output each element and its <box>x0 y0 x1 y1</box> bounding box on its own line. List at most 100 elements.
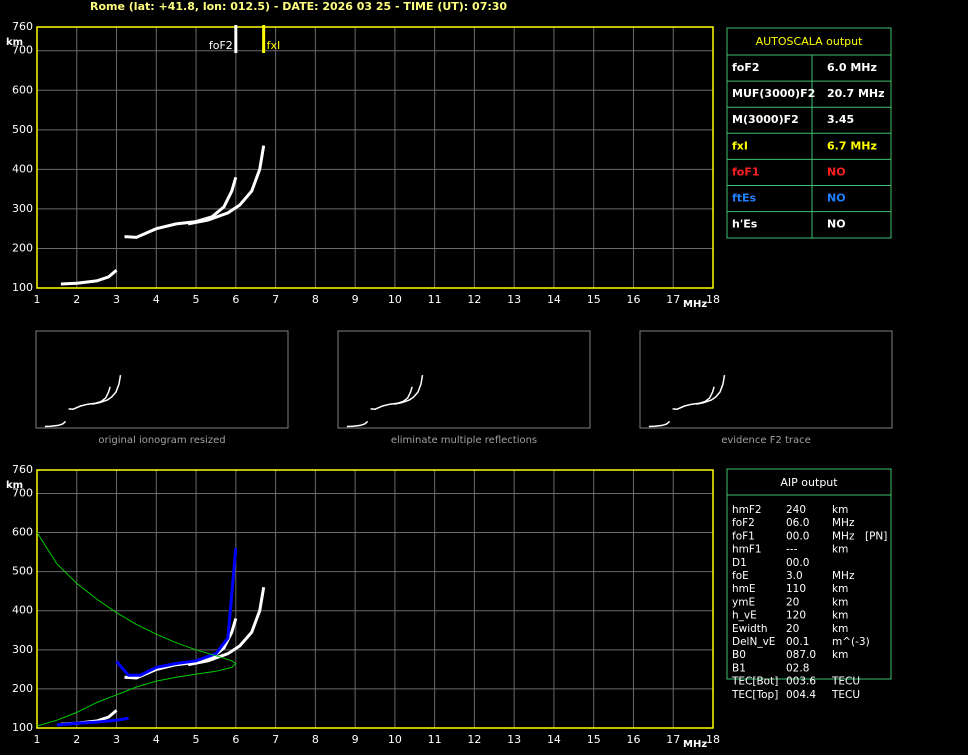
autoscala-value: 6.7 MHz <box>827 139 877 152</box>
x-tick-label: 13 <box>507 733 521 746</box>
y-tick-label: 300 <box>12 643 33 656</box>
aip-cell: 00.0 <box>786 557 809 569</box>
aip-cell: MHz <box>832 517 855 529</box>
aip-title: AIP output <box>780 476 838 489</box>
aip-cell: 004.4 <box>786 689 816 701</box>
thumbnail-caption: eliminate multiple reflections <box>391 435 537 446</box>
aip-cell: ymE <box>732 596 755 608</box>
y-tick-label: 600 <box>12 526 33 539</box>
thumbnail-frame <box>337 330 591 429</box>
x-tick-label: 9 <box>352 733 359 746</box>
x-tick-label: 17 <box>666 293 680 306</box>
x-tick-label: 4 <box>153 293 160 306</box>
autoscala-label: fxI <box>732 139 748 152</box>
aip-cell: TEC[Top] <box>731 689 778 701</box>
trace <box>394 374 424 405</box>
aip-cell: TEC[Bot] <box>731 676 778 688</box>
x-tick-label: 3 <box>113 293 120 306</box>
autoscala-label: MUF(3000)F2 <box>732 87 815 100</box>
autoscala-label: foF1 <box>732 165 760 178</box>
y-tick-label: 400 <box>12 162 33 175</box>
aip-cell: 240 <box>786 504 806 516</box>
trace <box>187 145 266 226</box>
x-tick-label: 10 <box>388 733 402 746</box>
aip-cell: 00.1 <box>786 636 809 648</box>
x-tick-label: 12 <box>467 293 481 306</box>
y-tick-label: 100 <box>12 721 33 734</box>
x-tick-label: 5 <box>193 293 200 306</box>
x-tick-label: 6 <box>232 293 239 306</box>
y-tick-label: 760 <box>12 20 33 33</box>
trace <box>124 176 238 239</box>
x-tick-label: 17 <box>666 733 680 746</box>
aip-box <box>726 468 892 680</box>
aip-cell: B1 <box>732 662 746 674</box>
trace <box>36 532 237 727</box>
trace <box>115 548 238 677</box>
x-tick-label: 16 <box>626 293 640 306</box>
trace <box>56 716 129 727</box>
autoscala-value: NO <box>827 165 846 178</box>
header-title: Rome (lat: +41.8, lon: 012.5) - DATE: 20… <box>90 0 507 13</box>
autoscala-label: M(3000)F2 <box>732 113 799 126</box>
y-tick-label: 100 <box>12 281 33 294</box>
aip-cell: 087.0 <box>786 649 816 661</box>
aip-cell: 00.0 <box>786 530 809 542</box>
x-tick-label: 1 <box>34 293 41 306</box>
x-tick-label: 15 <box>587 733 601 746</box>
aip-cell: 06.0 <box>786 517 809 529</box>
aip-cell: 20 <box>786 596 799 608</box>
x-tick-label: 7 <box>272 733 279 746</box>
aip-cell: km <box>832 583 848 595</box>
x-tick-label: 18 <box>706 293 720 306</box>
y-tick-label: 700 <box>12 44 33 57</box>
aip-cell: 003.6 <box>786 676 816 688</box>
thumbnail-frame <box>35 330 289 429</box>
plot-frame <box>36 26 714 289</box>
aip-cell: TECU <box>831 676 860 688</box>
x-tick-label: 14 <box>547 733 561 746</box>
aip-cell: DelN_vE <box>732 636 775 648</box>
x-tick-label: 8 <box>312 733 319 746</box>
marker-label: foF2 <box>209 39 233 52</box>
y-tick-label: 300 <box>12 202 33 215</box>
aip-cell: km <box>832 610 848 622</box>
y-tick-label: 760 <box>12 463 33 476</box>
aip-cell: km <box>832 504 848 516</box>
y-tick-label: 700 <box>12 486 33 499</box>
autoscala-value: 3.45 <box>827 113 854 126</box>
x-tick-label: 2 <box>73 733 80 746</box>
x-axis-label: MHz <box>683 739 707 750</box>
trace <box>696 374 726 405</box>
x-tick-label: 3 <box>113 733 120 746</box>
aip-cell: MHz <box>832 570 855 582</box>
aip-cell: km <box>832 544 848 556</box>
x-tick-label: 15 <box>587 293 601 306</box>
x-tick-label: 16 <box>626 733 640 746</box>
aip-cell: --- <box>786 544 798 556</box>
trace <box>92 374 122 405</box>
thumbnail-frame <box>639 330 893 429</box>
aip-cell: km <box>832 596 848 608</box>
y-tick-label: 500 <box>12 123 33 136</box>
aip-cell: hmF1 <box>732 544 762 556</box>
thumbnail-caption: original ionogram resized <box>98 435 225 446</box>
autoscala-label: h'Es <box>732 218 758 231</box>
x-axis-label: MHz <box>683 299 707 310</box>
marker-label: fxI <box>267 39 281 52</box>
y-tick-label: 400 <box>12 604 33 617</box>
y-tick-label: 200 <box>12 682 33 695</box>
trace <box>44 420 67 428</box>
trace <box>346 420 369 428</box>
x-tick-label: 11 <box>428 293 442 306</box>
plot-frame <box>36 469 714 729</box>
aip-cell: TECU <box>831 689 860 701</box>
autoscala-label: foF2 <box>732 61 760 74</box>
aip-cell: D1 <box>732 557 747 569</box>
autoscala-value: NO <box>827 192 846 205</box>
aip-cell: hmE <box>732 583 756 595</box>
x-tick-label: 18 <box>706 733 720 746</box>
autoscala-title: AUTOSCALA output <box>756 35 864 48</box>
x-tick-label: 1 <box>34 733 41 746</box>
